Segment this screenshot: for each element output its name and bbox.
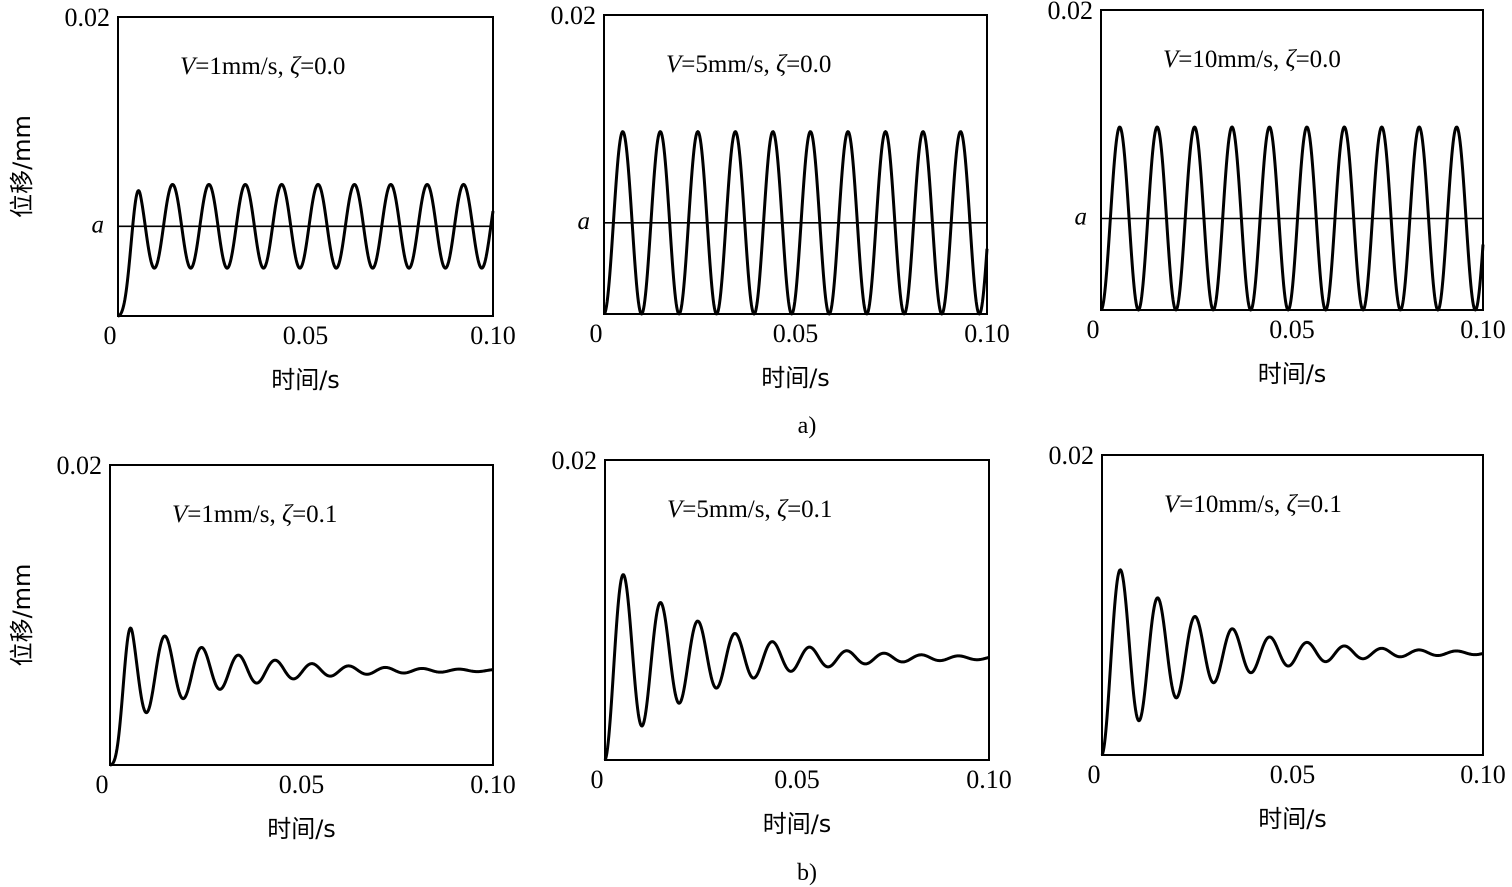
x-tick-label: 0.10 — [964, 319, 1010, 348]
annotation-var: V — [667, 496, 685, 523]
x-tick-label: 0.10 — [1460, 760, 1506, 789]
parameter-annotation: V=1mm/s, ζ=0.0 — [180, 53, 345, 80]
annotation-zval: =0.0 — [1296, 46, 1341, 73]
displacement-series-line — [109, 626, 494, 767]
reference-line-label: a — [92, 211, 105, 238]
plot-frame — [117, 16, 494, 317]
x-tick-label: 0.10 — [470, 321, 516, 350]
displacement-series-line — [1100, 568, 1484, 756]
displacement-series-line — [603, 573, 990, 761]
annotation-var: V — [666, 51, 684, 78]
y-axis-label: 位移/mm — [8, 115, 36, 218]
x-tick-label: 0 — [96, 770, 109, 799]
reference-line-label: a — [578, 208, 591, 235]
y-tick-label: 0.02 — [1049, 441, 1095, 470]
x-axis-label: 时间/s — [267, 815, 336, 843]
x-axis-label: 时间/s — [763, 810, 832, 838]
x-tick-label: 0.05 — [773, 319, 819, 348]
annotation-zval: =0.1 — [292, 501, 337, 528]
x-tick-label: 0.10 — [470, 770, 516, 799]
panel-b-3: 0.02 0 0.05 0.10 时间/s V=10mm/s, ζ=0.1 — [1049, 441, 1506, 833]
x-tick-label: 0 — [1087, 315, 1100, 344]
y-axis-label: 位移/mm — [8, 564, 36, 667]
x-tick-label: 0.05 — [283, 321, 329, 350]
x-tick-label: 0.05 — [1269, 315, 1315, 344]
panel-a-1: 0.02 0 0.05 0.10 时间/s 位移/mm V=1mm/s, ζ=0.0 a — [8, 3, 516, 394]
plot-frame — [1101, 454, 1484, 756]
annotation-zeta: ζ — [282, 501, 294, 528]
x-tick-label: 0 — [104, 321, 117, 350]
x-axis-label: 时间/s — [1258, 360, 1327, 388]
plot-frame — [109, 464, 494, 766]
x-axis-label: 时间/s — [1258, 805, 1327, 833]
plot-frame — [603, 14, 988, 315]
panel-a-3: 0.02 0 0.05 0.10 时间/s V=10mm/s, ζ=0.0 a — [1048, 0, 1506, 388]
annotation-zval: =0.0 — [300, 53, 345, 80]
displacement-series-line — [117, 182, 495, 318]
annotation-zeta: ζ — [1285, 46, 1297, 73]
annotation-rest: =1mm/s, — [187, 501, 282, 528]
plot-frame — [604, 459, 990, 761]
annotation-zeta: ζ — [776, 51, 788, 78]
annotation-var: V — [1163, 46, 1181, 73]
annotation-zeta: ζ — [290, 53, 302, 80]
y-tick-label: 0.02 — [552, 446, 598, 475]
parameter-annotation: V=5mm/s, ζ=0.1 — [667, 496, 832, 523]
annotation-var: V — [1164, 491, 1182, 518]
parameter-annotation: V=1mm/s, ζ=0.1 — [172, 501, 337, 528]
x-tick-label: 0.10 — [966, 765, 1012, 794]
plot-frame — [1100, 9, 1484, 311]
y-tick-label: 0.02 — [551, 1, 597, 30]
panel-a-2: 0.02 0 0.05 0.10 时间/s V=5mm/s, ζ=0.0 a — [551, 1, 1010, 392]
subfigure-label-a: a) — [798, 413, 817, 439]
x-tick-label: 0 — [590, 319, 603, 348]
y-tick-label: 0.02 — [57, 451, 103, 480]
annotation-zeta: ζ — [777, 496, 789, 523]
x-tick-label: 0 — [1088, 760, 1101, 789]
annotation-rest: =1mm/s, — [195, 53, 290, 80]
parameter-annotation: V=10mm/s, ζ=0.0 — [1163, 46, 1341, 73]
y-tick-label: 0.02 — [65, 3, 111, 32]
y-tick-label: 0.02 — [1048, 0, 1094, 25]
displacement-series-line — [1100, 125, 1485, 312]
x-axis-label: 时间/s — [271, 366, 340, 394]
x-tick-label: 0 — [591, 765, 604, 794]
x-tick-label: 0.05 — [1270, 760, 1316, 789]
subfigure-label-b: b) — [797, 860, 817, 886]
panel-b-1: 0.02 0 0.05 0.10 时间/s 位移/mm V=1mm/s, ζ=0.1 — [8, 451, 516, 843]
annotation-rest: =5mm/s, — [681, 51, 776, 78]
annotation-zval: =0.1 — [787, 496, 832, 523]
parameter-annotation: V=5mm/s, ζ=0.0 — [666, 51, 831, 78]
annotation-rest: =10mm/s, — [1178, 46, 1285, 73]
annotation-rest: =5mm/s, — [682, 496, 777, 523]
annotation-zval: =0.0 — [786, 51, 831, 78]
annotation-var: V — [180, 53, 198, 80]
displacement-series-line — [603, 130, 989, 316]
x-tick-label: 0.05 — [774, 765, 820, 794]
panel-b-2: 0.02 0 0.05 0.10 时间/s V=5mm/s, ζ=0.1 — [552, 446, 1012, 838]
parameter-annotation: V=10mm/s, ζ=0.1 — [1164, 491, 1342, 518]
x-tick-label: 0.10 — [1460, 315, 1506, 344]
x-tick-label: 0.05 — [279, 770, 325, 799]
annotation-zval: =0.1 — [1297, 491, 1342, 518]
x-axis-label: 时间/s — [761, 364, 830, 392]
annotation-rest: =10mm/s, — [1179, 491, 1286, 518]
reference-line-label: a — [1075, 204, 1088, 231]
annotation-zeta: ζ — [1286, 491, 1298, 518]
annotation-var: V — [172, 501, 190, 528]
